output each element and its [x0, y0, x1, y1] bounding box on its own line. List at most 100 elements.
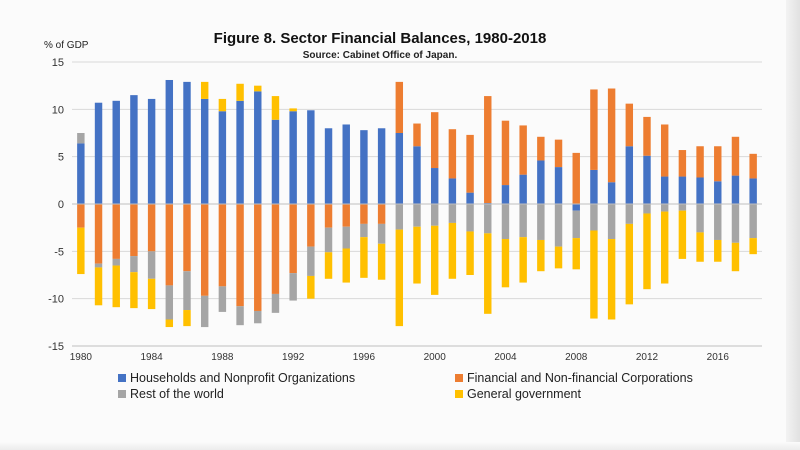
bar-segment: [466, 134, 474, 193]
y-tick-label: 10: [52, 104, 64, 116]
bar-segment: [554, 139, 563, 168]
bar-segment: [165, 204, 174, 286]
bar-segment: [572, 204, 580, 211]
bar-segment: [590, 204, 598, 231]
bar-segment: [430, 112, 439, 169]
y-ticks: -15 -10 -5 0 5 10 15: [48, 57, 64, 353]
bar-segment: [254, 310, 262, 324]
bar-segment: [731, 136, 740, 176]
bar-segment: [147, 278, 156, 310]
bar-segment: [324, 128, 333, 204]
bar-segment: [413, 204, 421, 227]
bar-segment: [696, 204, 704, 233]
bar-segment: [271, 293, 280, 313]
bar-segment: [484, 233, 492, 314]
bar-segment: [643, 116, 651, 156]
bar-segment: [731, 242, 740, 272]
y-tick-label: -15: [48, 341, 64, 353]
bar-segment: [271, 119, 280, 204]
bar-segment: [749, 178, 757, 204]
bar-segment: [484, 96, 492, 204]
bar-segment: [254, 204, 262, 311]
bar-segment: [731, 204, 740, 243]
bar-segment: [183, 204, 191, 272]
legend-swatch: [455, 390, 463, 398]
bar-segment: [519, 237, 527, 283]
bar-segment: [430, 204, 439, 226]
bar-segment: [236, 306, 244, 326]
bar-segment: [200, 295, 209, 328]
y-tick-label: 0: [58, 199, 64, 211]
bar-segment: [590, 230, 598, 319]
bar-segment: [678, 176, 687, 204]
bar-segment: [307, 275, 315, 299]
bar-segment: [501, 204, 510, 240]
bar-segment: [377, 243, 386, 280]
bar-segment: [448, 178, 457, 204]
bar-segment: [554, 246, 563, 269]
bar-segment: [183, 310, 191, 327]
bar-segment: [94, 263, 103, 268]
bar-segment: [625, 103, 634, 147]
bar-segment: [307, 246, 315, 276]
bar-segment: [643, 213, 651, 290]
x-tick-label: 2012: [636, 352, 659, 363]
bar-segment: [430, 225, 439, 295]
bar-segment: [714, 239, 722, 262]
bar-segment: [342, 248, 350, 283]
bar-segment: [94, 204, 103, 264]
bar-segment: [289, 273, 297, 301]
bar-segment: [448, 222, 457, 279]
bar-segment: [324, 204, 333, 228]
bar-segment: [200, 204, 209, 296]
bar-segment: [519, 125, 527, 175]
bar-segment: [590, 169, 598, 204]
bar-segment: [112, 265, 120, 308]
bar-segment: [147, 204, 156, 252]
x-tick-label: 1984: [140, 352, 163, 363]
bar-segment: [572, 238, 580, 270]
legend-swatch: [118, 390, 126, 398]
bar-segment: [130, 256, 138, 273]
bar-segment: [466, 192, 474, 204]
slide-edge-shadow: [786, 0, 800, 450]
bar-segment: [731, 175, 740, 204]
bar-segment: [643, 204, 651, 214]
bar-segment: [749, 153, 757, 179]
bar-segment: [430, 168, 439, 204]
x-tick-label: 1992: [282, 352, 305, 363]
bar-segment: [537, 239, 545, 272]
bar-segment: [324, 252, 333, 279]
bar-segment: [501, 185, 510, 204]
bars: [77, 79, 757, 328]
bar-segment: [254, 85, 262, 92]
bar-segment: [413, 123, 421, 147]
bar-segment: [537, 136, 545, 161]
bar-segment: [749, 238, 757, 255]
bar-segment: [183, 271, 191, 311]
bar-segment: [342, 226, 350, 249]
bar-segment: [714, 181, 722, 204]
bar-segment: [360, 237, 368, 278]
x-tick-label: 2008: [565, 352, 588, 363]
bar-segment: [289, 108, 297, 112]
bar-segment: [660, 211, 669, 284]
legend-swatch: [455, 374, 463, 382]
bar-segment: [377, 204, 386, 224]
bar-segment: [413, 146, 421, 204]
bar-segment: [130, 272, 138, 309]
bar-segment: [77, 133, 85, 144]
slide-bottom-shadow: [0, 442, 800, 450]
bar-segment: [395, 81, 404, 133]
bar-segment: [271, 96, 280, 120]
chart-subtitle: Source: Cabinet Office of Japan.: [303, 50, 458, 61]
x-tick-label: 2000: [424, 352, 447, 363]
bar-segment: [200, 98, 209, 204]
bar-segment: [377, 128, 386, 204]
bar-segment: [678, 210, 687, 259]
bar-segment: [537, 160, 545, 204]
bar-segment: [643, 155, 651, 204]
y-axis-label: % of GDP: [44, 40, 89, 51]
bar-segment: [218, 204, 227, 287]
